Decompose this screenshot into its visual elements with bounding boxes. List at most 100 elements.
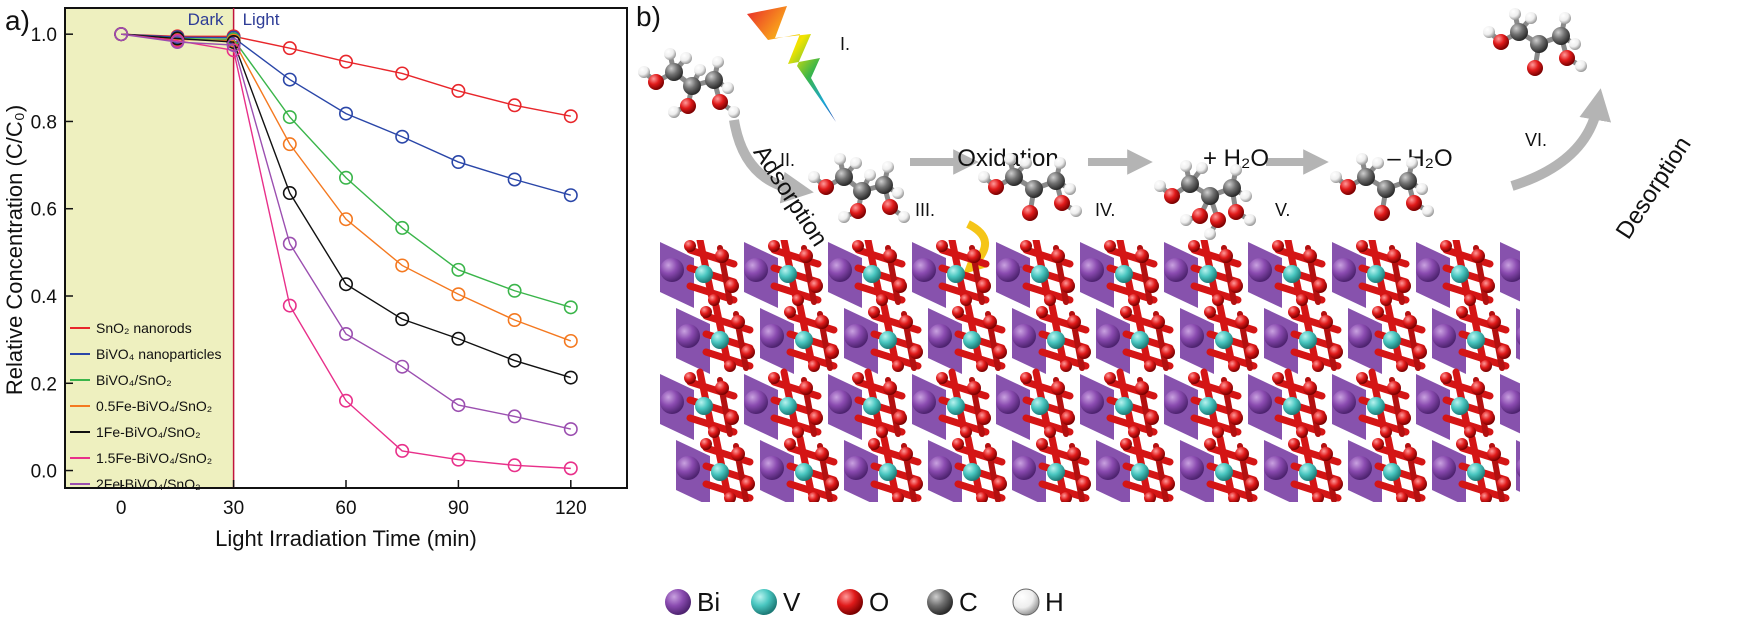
x-axis-label: Light Irradiation Time (min) (215, 526, 477, 551)
data-point (226, 43, 241, 58)
atom-symbol: O (869, 587, 889, 617)
data-point (563, 422, 578, 437)
legend-label: 2Fe-BiVO₄/SnO₂ (96, 476, 201, 492)
panel-a-label: a) (5, 5, 30, 36)
series-line (121, 33, 572, 379)
data-point (282, 137, 297, 152)
data-point (395, 359, 410, 374)
data-point (338, 106, 353, 121)
data-point (451, 452, 466, 467)
y-tick-label: 0.6 (31, 200, 57, 221)
atom-swatch (927, 589, 953, 615)
data-point (114, 27, 129, 42)
legend-item-v: V (751, 587, 801, 617)
series-line (121, 33, 571, 196)
x-tick-label: 0 (116, 498, 127, 519)
legend-item-o: O (837, 587, 889, 617)
series-line (121, 33, 571, 470)
series-0 (114, 27, 578, 124)
atom-legend: Bi V O C H (665, 587, 1064, 617)
molecule (808, 153, 910, 223)
axis-ticks: 0 30 60 90 120 0.0 0.2 0.4 0.6 0.8 1.0 (31, 25, 587, 519)
data-point (507, 98, 522, 113)
legend-label: 1Fe-BiVO₄/SnO₂ (96, 424, 201, 440)
legend-item: 2Fe-BiVO₄/SnO₂ (70, 476, 201, 492)
light-bolt-icon (747, 6, 836, 122)
series-line (121, 33, 571, 117)
adsorption-arrow (729, 119, 814, 204)
atom-swatch (1012, 588, 1040, 616)
atom-swatch (837, 589, 863, 615)
legend-item: 1.5Fe-BiVO₄/SnO₂ (70, 450, 212, 466)
data-point (338, 393, 353, 408)
atom-symbol: V (783, 587, 801, 617)
legend-item-h: H (1012, 587, 1064, 617)
legend-item: SnO₂ nanorods (70, 320, 192, 336)
molecule (1154, 160, 1256, 240)
data-point (282, 186, 297, 201)
data-point (282, 41, 297, 56)
data-point (451, 398, 466, 413)
data-point (338, 54, 353, 69)
data-point (563, 370, 578, 385)
data-point (338, 326, 353, 341)
data-point (451, 262, 466, 277)
step-I-label: I. (840, 34, 850, 54)
remove-water-label: – H₂O (1387, 145, 1452, 172)
atom-swatch (665, 589, 691, 615)
panel-b-label: b) (636, 1, 661, 32)
panel-a-chart: a) Dark Light 0 30 60 90 120 0.0 0.2 0.4 0.6 0.8 1… (2, 5, 628, 551)
light-region-label: Light (243, 10, 280, 29)
chart-legend: SnO₂ nanorods BiVO₄ nanoparticles BiVO₄/Sn… (70, 320, 222, 492)
desorption-arrow (1510, 88, 1612, 191)
x-tick-label: 90 (448, 498, 469, 519)
data-point (507, 312, 522, 327)
x-tick-label: 30 (223, 498, 244, 519)
legend-item-bi: Bi (665, 587, 720, 617)
dark-region-label: Dark (188, 10, 224, 29)
y-tick-label: 1.0 (31, 25, 57, 46)
data-point (507, 172, 522, 187)
legend-item: BiVO₄ nanoparticles (70, 346, 222, 362)
data-point (282, 110, 297, 125)
atom-symbol: H (1045, 587, 1064, 617)
data-point (395, 66, 410, 81)
x-tick-label: 120 (555, 498, 587, 519)
y-tick-label: 0.0 (31, 462, 57, 483)
molecule (1483, 8, 1587, 76)
legend-item: 1Fe-BiVO₄/SnO₂ (70, 424, 201, 440)
data-point (170, 35, 185, 50)
data-point (563, 109, 578, 124)
legend-label: 1.5Fe-BiVO₄/SnO₂ (96, 450, 212, 466)
molecule (978, 153, 1082, 221)
y-tick-label: 0.2 (31, 374, 57, 395)
series-line (121, 33, 571, 309)
data-point (395, 220, 410, 235)
data-point (563, 461, 578, 476)
step-V-label: V. (1275, 200, 1290, 220)
data-point (451, 155, 466, 170)
desorption-label: Desorption (1611, 132, 1697, 244)
series-6 (114, 27, 578, 437)
data-point (338, 170, 353, 185)
x-tick-label: 60 (335, 498, 356, 519)
molecule-models (638, 8, 1587, 240)
data-point (451, 331, 466, 346)
data-point (395, 129, 410, 144)
data-point (226, 38, 241, 53)
data-point (282, 298, 297, 313)
step-IV-label: IV. (1095, 200, 1115, 220)
panel-b-schematic: b) I. II. III. IV. V. VI. Adsorption Oxi… (636, 1, 1697, 617)
data-point (338, 212, 353, 227)
dark-region-shading (65, 8, 234, 488)
data-point (563, 300, 578, 315)
data-point (563, 333, 578, 348)
bivo4-crystal-lattice (660, 240, 1520, 502)
data-point (338, 277, 353, 292)
data-point (282, 236, 297, 251)
data-point (563, 188, 578, 203)
data-point (451, 83, 466, 98)
data-point (395, 312, 410, 327)
y-tick-label: 0.4 (31, 287, 58, 308)
